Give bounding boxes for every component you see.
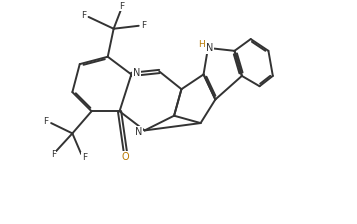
Text: N: N [206,43,213,53]
Text: O: O [121,152,129,162]
Text: F: F [141,21,147,30]
Text: F: F [82,153,87,162]
Text: F: F [43,117,49,126]
Text: F: F [119,2,124,11]
Text: F: F [82,11,87,20]
Text: H: H [198,41,205,50]
Text: N: N [135,127,142,137]
Text: N: N [133,68,140,78]
Text: F: F [51,150,56,159]
